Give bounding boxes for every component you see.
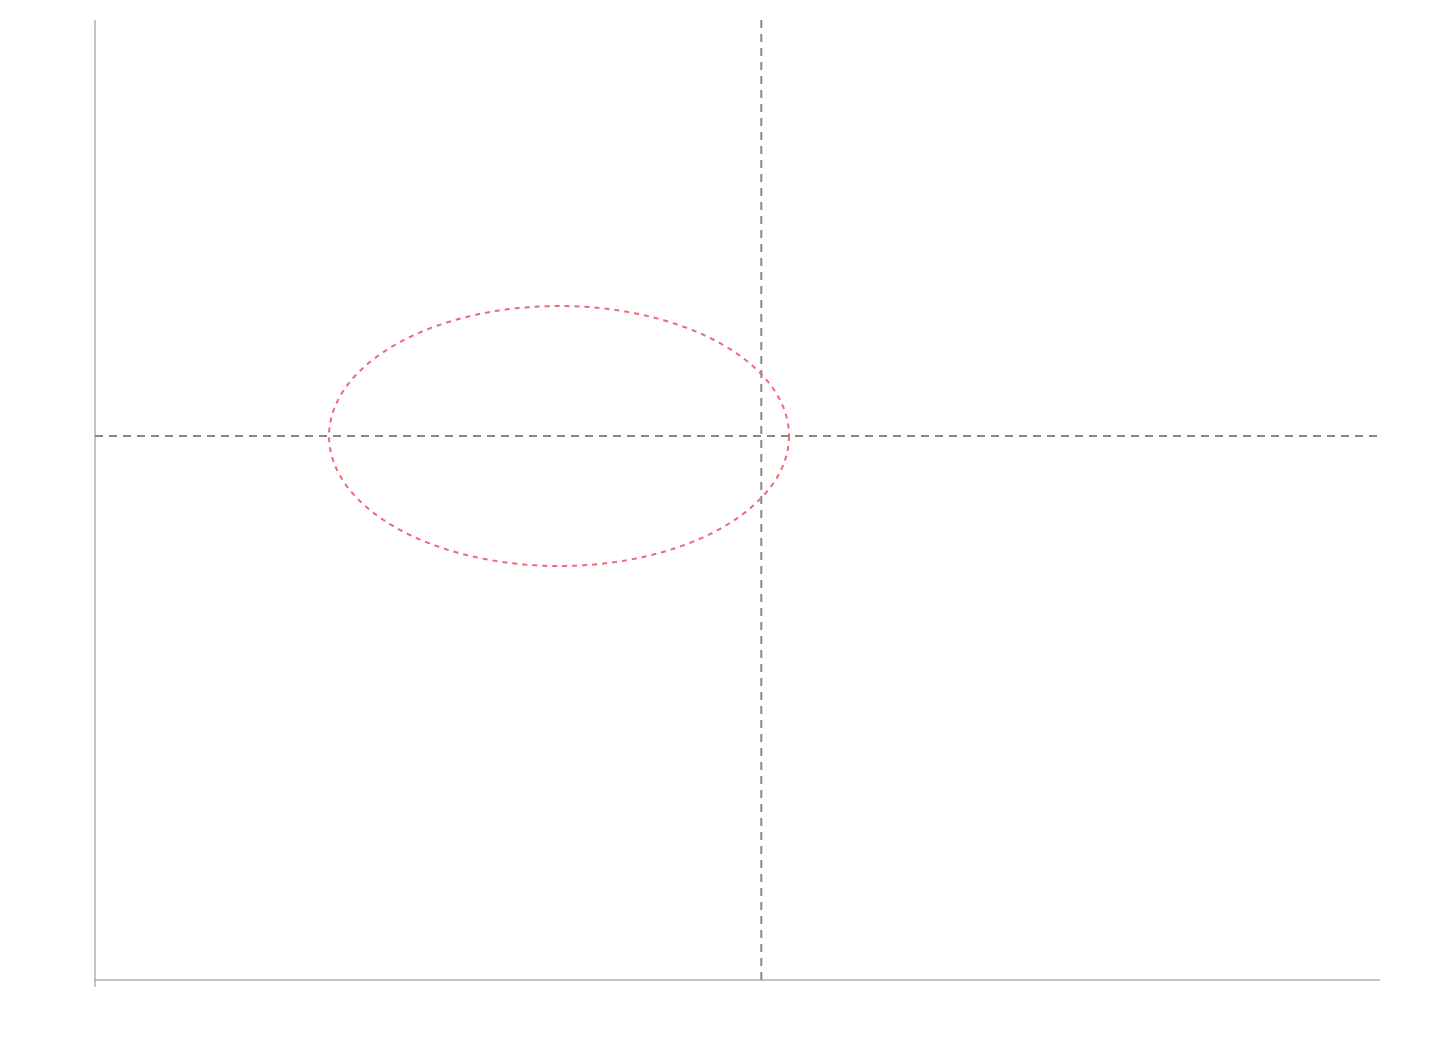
- chart-svg: [0, 0, 1433, 1064]
- bubble-chart: [0, 0, 1433, 1064]
